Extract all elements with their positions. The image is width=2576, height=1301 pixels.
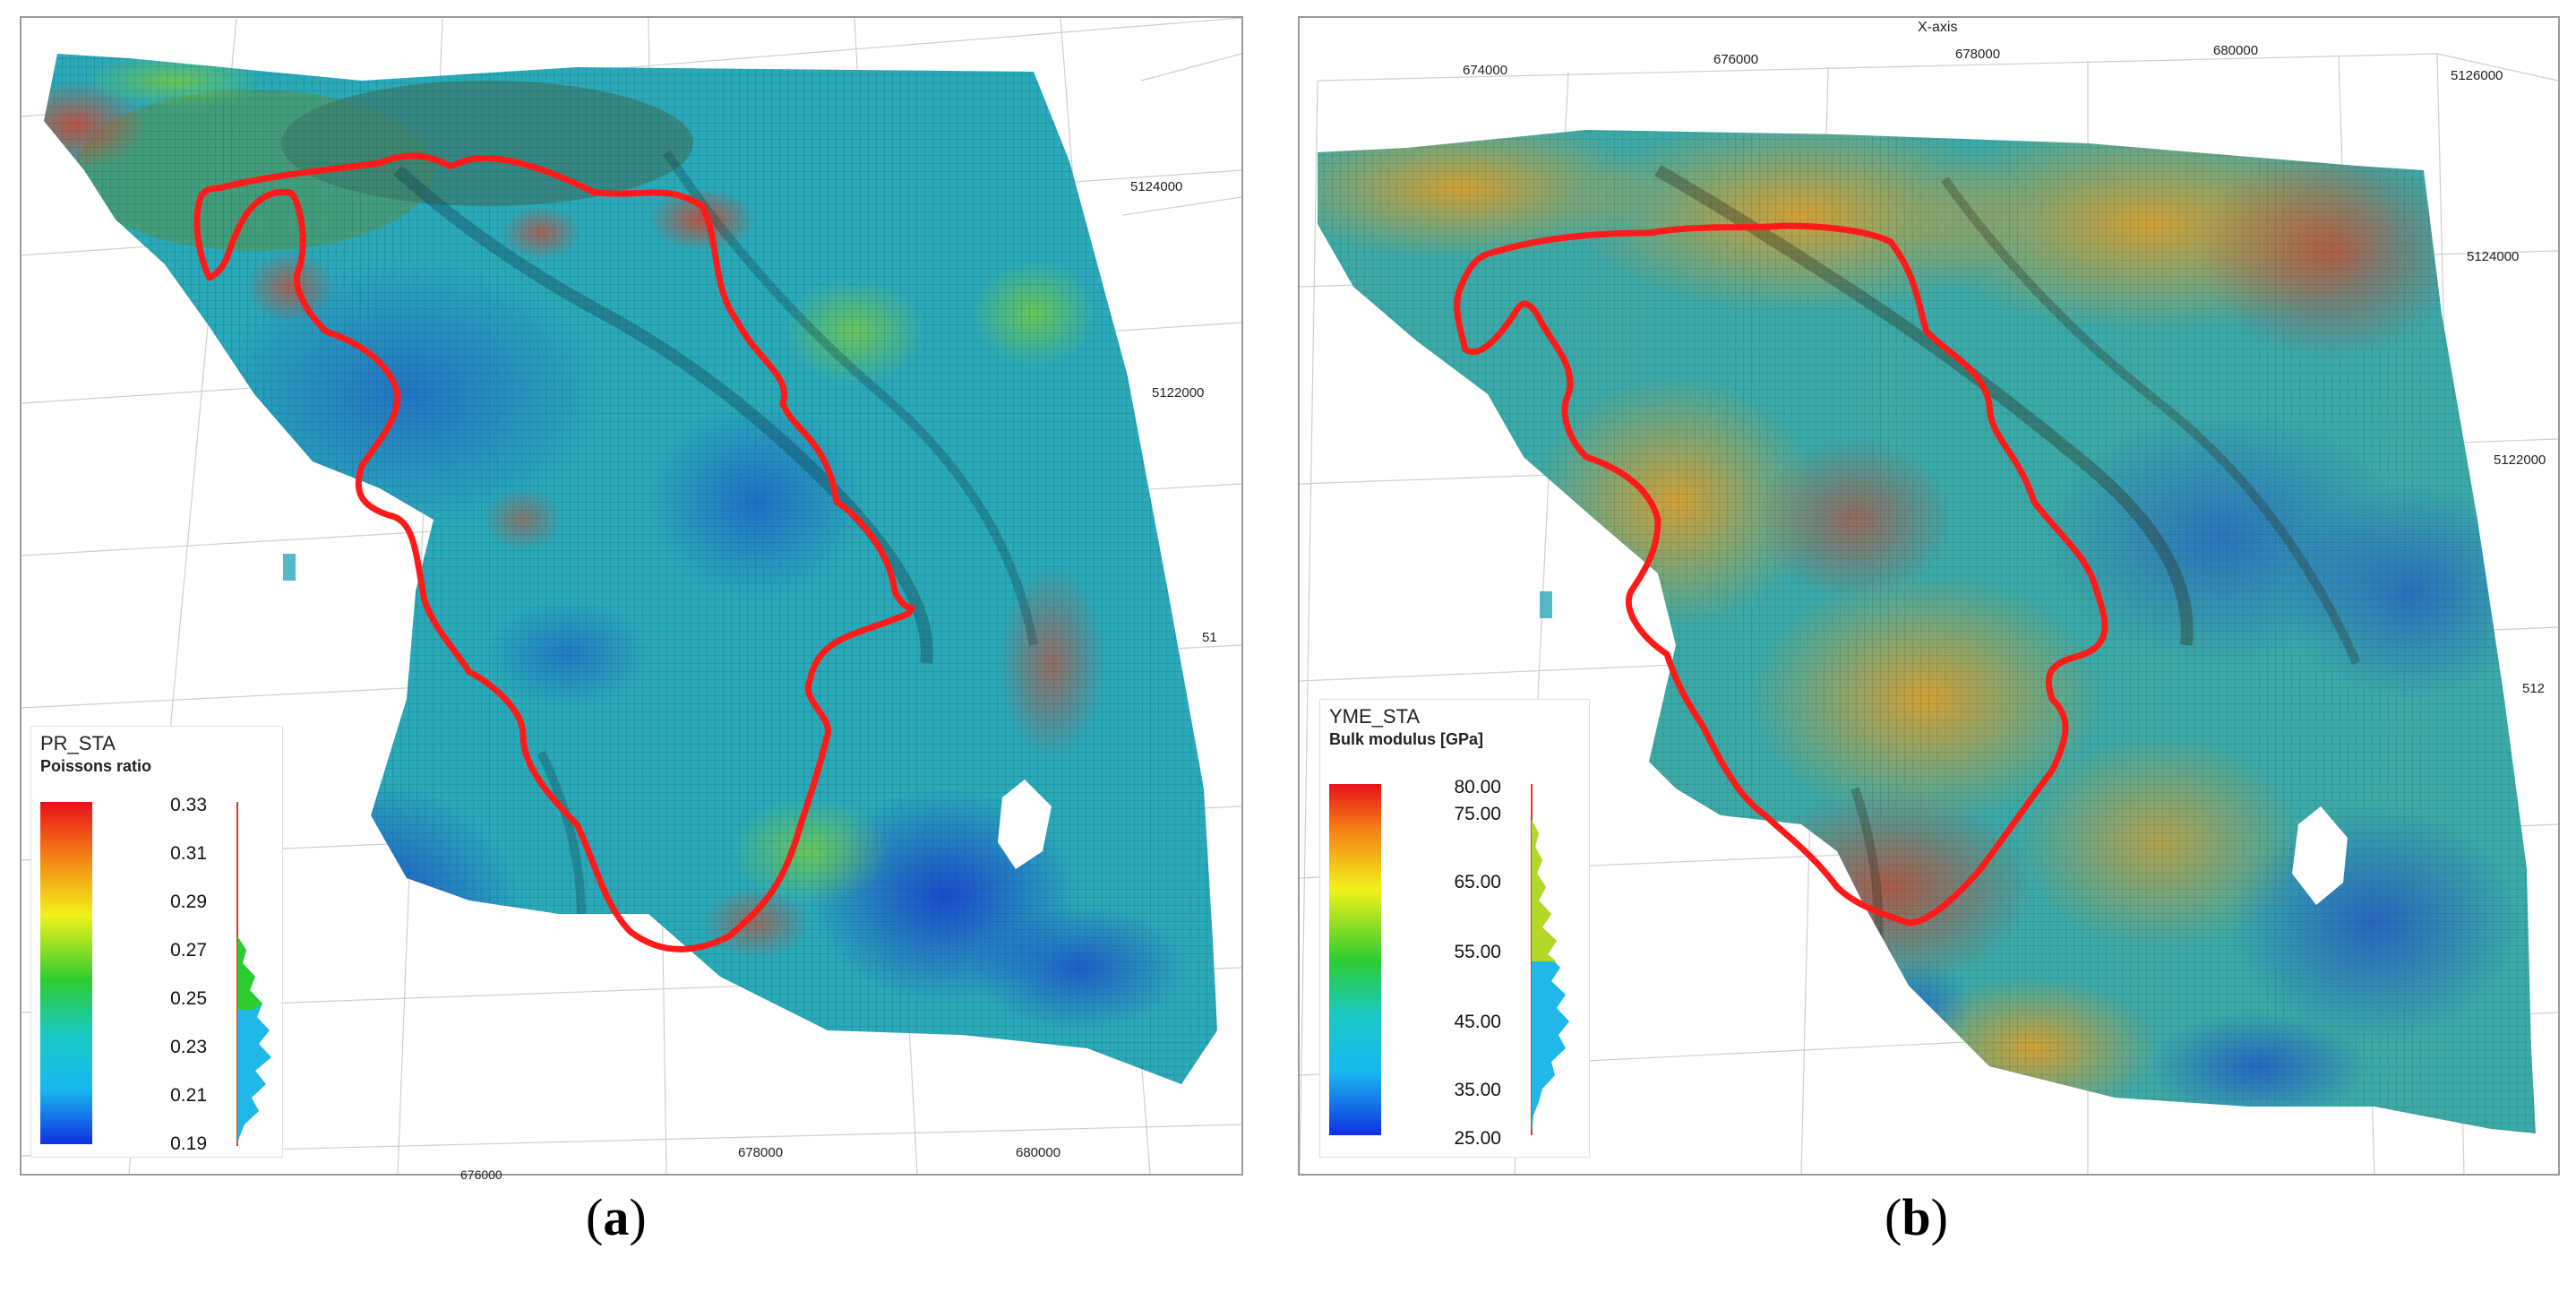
y-tick-label: 5122000 bbox=[2494, 452, 2546, 468]
colorbar-tick: 45.00 bbox=[1454, 1012, 1501, 1032]
legend-property-name: YME_STA bbox=[1329, 705, 1421, 728]
colorbar-tick: 35.00 bbox=[1454, 1080, 1501, 1100]
colorbar-tick: 75.00 bbox=[1454, 804, 1501, 824]
colorbar-tick: 0.21 bbox=[170, 1085, 207, 1106]
y-tick-label: 5124000 bbox=[2467, 249, 2520, 264]
colorbar bbox=[40, 802, 92, 1144]
colorbar-tick: 0.29 bbox=[170, 892, 207, 912]
colorbar-tick: 65.00 bbox=[1454, 872, 1501, 892]
colorbar-tick: 0.33 bbox=[170, 795, 207, 815]
colorbar-tick: 0.25 bbox=[170, 988, 207, 1009]
colorbar bbox=[1329, 784, 1381, 1135]
surface-map-b bbox=[1300, 53, 2558, 1174]
x-tick-label: 680000 bbox=[2213, 43, 2259, 58]
map-panel-b: X-axis 674000 676000 678000 680000 51260… bbox=[1298, 16, 2560, 1176]
colorbar-tick: 80.00 bbox=[1454, 777, 1501, 797]
colorbar-tick: 0.19 bbox=[170, 1133, 207, 1154]
colorbar-tick: 25.00 bbox=[1454, 1128, 1501, 1149]
colorbar-tick: 0.23 bbox=[170, 1037, 207, 1057]
caption-a: (a) bbox=[586, 1188, 647, 1246]
x-tick-label: 680000 bbox=[1016, 1145, 1061, 1160]
color-legend-a: PR_STA Poissons ratio 0.33 0.31 0.29 0.2… bbox=[30, 726, 283, 1158]
x-tick-label: 676000 bbox=[1713, 52, 1759, 67]
legend-property-label: Poissons ratio bbox=[40, 757, 152, 775]
y-tick-label: 5126000 bbox=[2451, 68, 2503, 83]
y-tick-label: 5122000 bbox=[1152, 385, 1205, 401]
histogram-b bbox=[1531, 784, 1569, 1135]
legend-property-label: Bulk modulus [GPa] bbox=[1329, 730, 1484, 748]
colorbar-tick: 55.00 bbox=[1454, 942, 1501, 962]
study-area-outline-a bbox=[193, 152, 915, 952]
y-tick-label: 512 bbox=[2522, 681, 2546, 696]
x-tick-label: 676000 bbox=[460, 1167, 502, 1182]
color-legend-b: YME_STA Bulk modulus [GPa] 80.00 75.00 6… bbox=[1319, 699, 1590, 1158]
histogram-a bbox=[236, 802, 271, 1146]
map-panel-a: 5124000 5122000 51 676000 678000 680000 … bbox=[20, 16, 1243, 1182]
legend-property-name: PR_STA bbox=[40, 732, 116, 754]
study-area-outline-b bbox=[1454, 222, 2108, 926]
x-tick-label: 678000 bbox=[738, 1145, 784, 1160]
x-tick-label: 674000 bbox=[1463, 63, 1508, 78]
x-tick-label: 678000 bbox=[1955, 47, 2001, 62]
colorbar-tick: 0.27 bbox=[170, 940, 207, 961]
caption-b: (b) bbox=[1885, 1188, 1948, 1246]
surface-map-a bbox=[21, 18, 1241, 1174]
y-tick-label: 5124000 bbox=[1130, 179, 1183, 194]
x-axis-title: X-axis bbox=[1918, 20, 1958, 35]
colorbar-tick: 0.31 bbox=[170, 843, 207, 864]
y-tick-label: 51 bbox=[1202, 630, 1217, 645]
